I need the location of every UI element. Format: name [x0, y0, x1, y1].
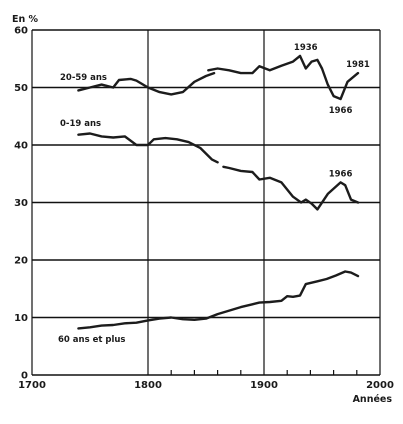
y-tick-label-60: 60 [14, 26, 28, 37]
y-axis-title: En % [12, 14, 39, 25]
annotation-1966-4: 1966 [329, 169, 353, 179]
y-tick-label-50: 50 [14, 83, 28, 94]
x-tick-label-2000: 2000 [366, 380, 394, 391]
tick-labels: 0 10 20 30 40 50 60 1700 1800 1900 2000 [14, 26, 394, 392]
x-tick-label-1700: 1700 [18, 380, 46, 391]
y-tick-label-40: 40 [14, 141, 28, 152]
x-tick-label-1800: 1800 [134, 380, 162, 391]
series-lines [77, 54, 360, 330]
series-label-3: 60 ans et plus [58, 335, 126, 345]
series-line-2-segment-1 [77, 132, 219, 164]
series-line-1-segment-2 [207, 54, 360, 101]
y-tick-label-20: 20 [14, 256, 28, 267]
series-line-1-segment-1 [77, 71, 216, 96]
annotation-1936-1: 1936 [294, 43, 318, 53]
series-label-1: 20-59 ans [60, 73, 107, 83]
y-tick-label-0: 0 [21, 371, 28, 382]
x-axis-title: Années [353, 394, 393, 405]
series-line-3-segment-1 [77, 270, 360, 330]
y-tick-label-30: 30 [14, 198, 28, 209]
y-tick-label-10: 10 [14, 313, 28, 324]
series-line-2-segment-2 [222, 165, 360, 211]
x-tick-label-1900: 1900 [250, 380, 278, 391]
labels: En % Années 20-59 ans 0-19 ans 60 ans et p… [12, 14, 392, 405]
series-label-2: 0-19 ans [60, 119, 101, 129]
annotation-1981-2: 1981 [346, 60, 370, 70]
annotation-1966-3: 1966 [329, 106, 353, 116]
